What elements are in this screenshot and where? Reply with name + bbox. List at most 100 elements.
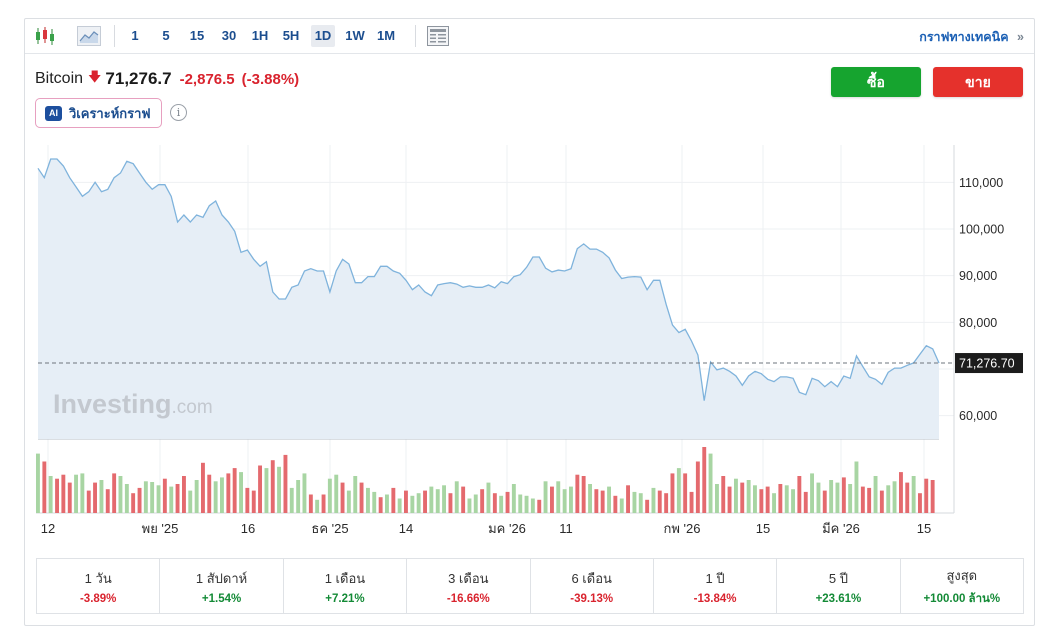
volume-bar (448, 493, 453, 513)
performance-period: 5 ปี (828, 570, 848, 586)
ai-chart-analysis-label: วิเคราะห์กราฟ (69, 105, 151, 121)
volume-bar (721, 476, 726, 513)
table-view-icon[interactable] (426, 25, 450, 47)
performance-cell[interactable]: 1 เดือน +7.21% (284, 559, 408, 613)
volume-bar (550, 486, 554, 513)
volume-bar (258, 465, 262, 513)
volume-bar (543, 481, 548, 513)
last-price: 71,276.7 (105, 69, 172, 88)
timeframe-1[interactable]: 1 (131, 28, 139, 43)
arrow-down-icon: 🡇 (88, 69, 102, 84)
volume-bar (473, 494, 478, 513)
volume-bar (708, 453, 713, 513)
volume-bar (905, 482, 910, 513)
volume-bar (391, 487, 396, 513)
volume-bar (67, 482, 72, 513)
volume-bar (315, 499, 320, 513)
volume-bar (480, 489, 485, 513)
volume-bar (848, 484, 853, 513)
volume-bar (803, 491, 808, 513)
volume-bar (296, 480, 301, 513)
volume-bar (239, 472, 243, 513)
price-chart[interactable]: Investing.com 60,000 80,000 90,000 100,000 1… (25, 19, 1036, 539)
volume-bar (562, 489, 567, 513)
timeframe-30[interactable]: 30 (221, 28, 237, 43)
performance-cell[interactable]: สูงสุด +100.00 ล้าน% (901, 559, 1023, 613)
volume-bar (632, 491, 637, 513)
x-tick-label: มค '26 (488, 521, 526, 536)
volume-bar (670, 473, 675, 513)
sell-button[interactable]: ขาย (933, 67, 1023, 97)
volume-bar (327, 478, 332, 513)
volume-bar (366, 487, 370, 513)
volume-bar (321, 494, 326, 513)
timeframe-5[interactable]: 5 (162, 28, 170, 43)
timeframe-1h[interactable]: 1H (251, 28, 269, 43)
y-axis: 60,000 80,000 90,000 100,000 110,000 (959, 176, 1004, 423)
timeframe-15[interactable]: 15 (189, 28, 205, 43)
x-tick-label: 11 (559, 521, 573, 536)
volume-bar (137, 487, 142, 513)
volume-bar (346, 490, 351, 513)
volume-bar (600, 490, 605, 513)
volume-bar (264, 468, 269, 513)
y-tick-label: 100,000 (959, 223, 1004, 237)
technical-chart-link-label[interactable]: กราฟทางเทคนิค (919, 30, 1009, 44)
volume-bar (556, 481, 561, 513)
volume-bar (80, 473, 85, 513)
volume-bar (48, 476, 53, 513)
toolbar-divider (114, 25, 115, 47)
volume-bar (899, 472, 903, 513)
performance-table: 1 วัน -3.89% 1 สัปดาห์ +1.54% 1 เดือน +7.21% 3… (36, 558, 1024, 614)
volume-bar (638, 493, 643, 513)
volume-bar (518, 494, 523, 513)
x-tick-label: มีค '26 (822, 521, 860, 536)
volume-bar (918, 493, 922, 513)
candlestick-chart-icon[interactable] (33, 25, 57, 47)
info-icon[interactable]: i (170, 104, 187, 121)
performance-cell[interactable]: 1 วัน -3.89% (37, 559, 161, 613)
volume-bar (727, 486, 732, 513)
last-price-tag: 71,276.70 (955, 353, 1023, 374)
performance-cell[interactable]: 3 เดือน -16.66% (407, 559, 531, 613)
timeframe-1m[interactable]: 1M (376, 28, 396, 43)
chevron-right-icon: » (1017, 30, 1024, 44)
price-change-percent: (-3.88%) (241, 70, 300, 88)
volume-bar (841, 477, 846, 513)
performance-cell[interactable]: 1 สัปดาห์ +1.54% (160, 559, 284, 613)
area-chart-icon[interactable] (76, 25, 102, 47)
volume-bar (746, 480, 751, 513)
volume-bar (201, 462, 205, 513)
performance-value: -13.84% (693, 592, 737, 605)
timeframe-1d[interactable]: 1D (311, 25, 335, 47)
volume-bar (530, 498, 535, 513)
volume-bar (156, 485, 161, 513)
volume-bar (232, 468, 237, 513)
volume-bar (118, 476, 123, 513)
volume-bar (61, 474, 66, 513)
buy-button[interactable]: ซื้อ (831, 67, 921, 97)
performance-period: 6 เดือน (571, 570, 612, 586)
volume-bar (175, 484, 180, 513)
price-change: -2,876.5 (179, 70, 235, 88)
performance-period: 3 เดือน (448, 570, 489, 586)
timeframe-1w[interactable]: 1W (345, 28, 365, 43)
technical-chart-link[interactable]: กราฟทางเทคนิค » (919, 27, 1024, 47)
timeframe-5h[interactable]: 5H (282, 28, 300, 43)
volume-bar (162, 478, 167, 513)
volume-bar (860, 486, 865, 513)
volume-bar (575, 474, 580, 513)
volume-bar (772, 493, 776, 513)
performance-cell[interactable]: 6 เดือน -39.13% (531, 559, 654, 613)
performance-value: -16.66% (446, 592, 490, 605)
performance-cell[interactable]: 5 ปี +23.61% (777, 559, 901, 613)
performance-cell[interactable]: 1 ปี -13.84% (654, 559, 778, 613)
performance-period: 1 เดือน (324, 570, 366, 586)
volume-bar (442, 485, 446, 513)
volume-bar (651, 487, 656, 513)
volume-bar (683, 473, 688, 513)
volume-bar (353, 476, 358, 513)
ai-chart-analysis-button[interactable]: AI วิเคราะห์กราฟ (35, 98, 162, 128)
volume-bar (36, 453, 40, 513)
volume-bar (810, 473, 814, 513)
